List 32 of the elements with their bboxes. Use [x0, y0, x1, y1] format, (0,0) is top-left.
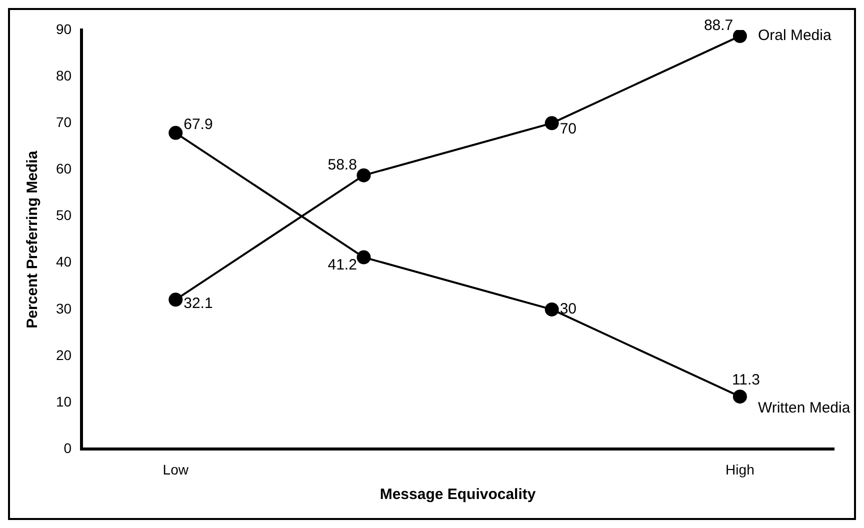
- y-tick-label: 80: [56, 67, 72, 84]
- point: [168, 292, 183, 307]
- y-tick-label: 10: [56, 393, 72, 410]
- data-label: 41.2: [328, 256, 357, 274]
- x-tick-label: High: [726, 461, 754, 478]
- y-axis-title: Percent Preferring Media: [24, 150, 42, 328]
- data-label: 67.9: [184, 116, 213, 134]
- y-tick-label: 50: [56, 207, 72, 224]
- y-tick-label: 30: [56, 300, 72, 316]
- data-label: 58.8: [328, 156, 357, 174]
- point: [168, 126, 183, 140]
- y-tick-label: 20: [56, 346, 72, 363]
- series-label: Written Media: [758, 400, 851, 417]
- y-tick-label: 70: [56, 114, 72, 130]
- series-label: Oral Media: [758, 27, 832, 44]
- point: [544, 116, 559, 130]
- y-tick-label: 90: [56, 20, 72, 37]
- data-label: 30: [560, 300, 577, 318]
- x-tick-label: Low: [162, 461, 190, 478]
- y-tick-label: 0: [64, 440, 72, 456]
- point: [732, 30, 747, 44]
- data-label: 11.3: [732, 372, 760, 389]
- point: [732, 390, 747, 404]
- data-label: 32.1: [184, 294, 213, 312]
- data-label: 70: [560, 120, 577, 138]
- point: [544, 302, 559, 316]
- x-axis-title: Message Equivocality: [380, 486, 536, 504]
- y-tick-label: 40: [56, 254, 72, 270]
- data-label: 88.7: [704, 17, 734, 34]
- y-tick-label: 60: [56, 160, 72, 177]
- point: [356, 168, 371, 182]
- point: [356, 250, 371, 264]
